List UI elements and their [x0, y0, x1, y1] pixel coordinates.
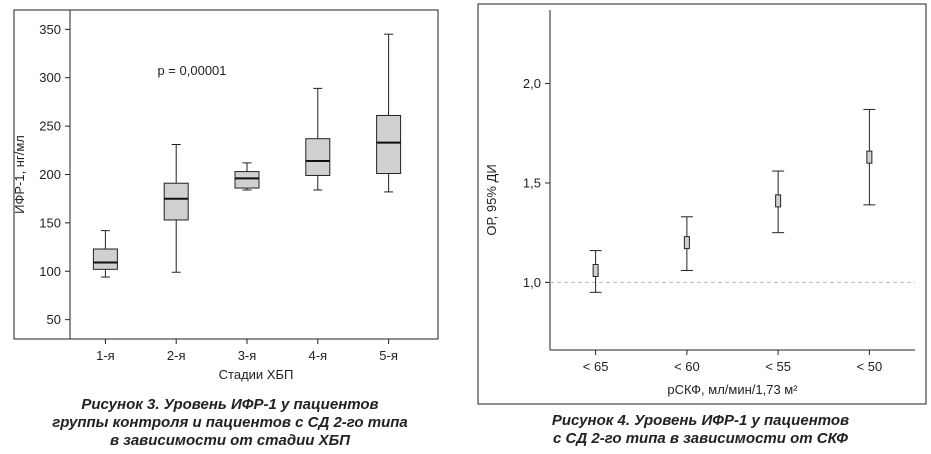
caption-line: в зависимости от стадии ХБП — [109, 432, 351, 449]
x-tick-label: 1-я — [96, 348, 115, 363]
box — [163, 182, 189, 221]
x-tick-label: 4-я — [308, 348, 327, 363]
y-axis-label: ИФР-1, нг/мл — [12, 135, 27, 214]
y-tick-label: 150 — [39, 215, 61, 230]
y-tick-label: 1,0 — [523, 275, 541, 290]
x-tick-label: < 60 — [674, 359, 700, 374]
figure-4: 1,0 1,5 2,0 < 65 < 60 < 55 < 50 рСКФ, мл/мин/1,… — [470, 0, 931, 454]
figure-4-caption: Рисунок 4. Уровень ИФР-1 у пациентов с С… — [470, 412, 931, 448]
x-tick-label: < 50 — [857, 359, 883, 374]
x-tick-label: < 65 — [583, 359, 609, 374]
y-tick-label: 1,5 — [523, 175, 541, 190]
error-bar-chart: 1,0 1,5 2,0 < 65 < 60 < 55 < 50 рСКФ, мл/мин/1,… — [477, 3, 927, 405]
y-tick-label: 300 — [39, 70, 61, 85]
estimate-marker — [775, 194, 782, 208]
estimate-marker — [683, 236, 690, 250]
caption-line: с СД 2-го типа в зависимости от СКФ — [553, 430, 848, 447]
y-tick-label: 350 — [39, 22, 61, 37]
x-axis-label: Стадии ХБП — [219, 367, 294, 382]
y-tick-label: 50 — [47, 312, 61, 327]
box — [234, 171, 260, 189]
x-axis-label: рСКФ, мл/мин/1,73 м² — [667, 382, 798, 397]
p-value-annotation: p = 0,00001 — [157, 63, 226, 78]
y-tick-label: 2,0 — [523, 76, 541, 91]
y-tick-label: 100 — [39, 264, 61, 279]
caption-line: группы контроля и пациентов с СД 2-го ти… — [52, 414, 408, 431]
chart-frame — [13, 9, 439, 340]
caption-line: Рисунок 3. Уровень ИФР-1 у пациентов — [81, 396, 379, 413]
figure-3-caption: Рисунок 3. Уровень ИФР-1 у пациентов гру… — [0, 396, 460, 450]
y-axis-label: ОР, 95% ДИ — [484, 164, 499, 235]
x-tick-label: 3-я — [238, 348, 257, 363]
y-tick-label: 250 — [39, 119, 61, 134]
box — [92, 248, 118, 270]
box-plot-chart: 50 100 150 200 250 300 350 1-я 2-я 3-я 4-я 5-я p = 0… — [12, 9, 439, 382]
x-tick-label: < 55 — [765, 359, 791, 374]
chart-frame — [477, 3, 927, 405]
x-tick-label: 5-я — [379, 348, 398, 363]
box — [305, 138, 331, 176]
caption-line: Рисунок 4. Уровень ИФР-1 у пациентов — [551, 412, 850, 429]
x-tick-label: 2-я — [167, 348, 186, 363]
y-tick-label: 200 — [39, 167, 61, 182]
figure-3: 50 100 150 200 250 300 350 1-я 2-я 3-я 4-я 5-я p = 0… — [0, 0, 460, 454]
box — [376, 114, 402, 175]
estimate-marker — [592, 263, 599, 277]
estimate-marker — [866, 150, 873, 164]
